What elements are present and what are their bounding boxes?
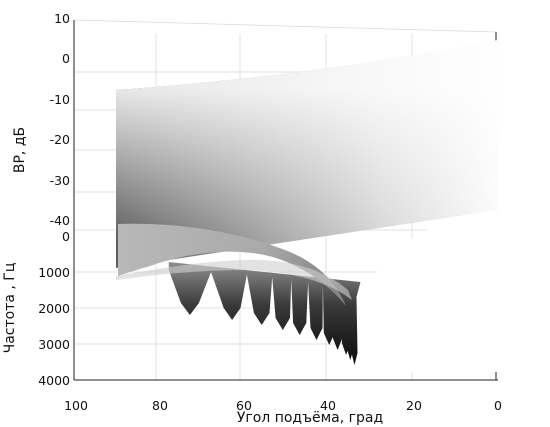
z-tick-label: -40 [50,213,70,228]
x-tick-label: 40 [320,398,336,413]
surface-edge-ridge [116,259,352,300]
z-tick-label: 10 [54,11,70,26]
x-tick-label: 60 [236,398,252,413]
z-axis: 10 0 -10 -20 -30 -40 ВР, дБ [12,11,70,228]
y-axis-label: Частота , Гц [2,263,18,354]
surface-valleys [168,262,361,365]
x-tick-label: 20 [406,398,422,413]
z-axis-label: ВР, дБ [12,127,28,173]
y-tick-label: 3000 [38,337,70,352]
z-tick-label: -20 [50,132,70,147]
y-tick-label: 1000 [38,265,70,280]
surface-top-fade [116,40,498,268]
z-tick-label: 0 [62,51,70,66]
y-tick-label: 4000 [38,373,70,388]
y-tick-label: 2000 [38,301,70,316]
x-axis: 100 80 60 40 20 0 Угол подъёма, град [64,379,502,426]
z-tick-label: -10 [50,92,70,107]
surface [116,40,498,372]
surface-right-lobe [350,210,498,372]
y-tick-label: 0 [62,229,70,244]
y-axis: 0 1000 2000 3000 4000 Частота , Гц [2,229,70,388]
x-axis-label: Угол подъёма, град [237,410,383,426]
x-tick-label: 100 [64,398,88,413]
x-tick-label: 0 [494,398,502,413]
surface-sheet [118,223,346,306]
x-tick-label: 80 [152,398,168,413]
z-tick-label: -30 [50,173,70,188]
